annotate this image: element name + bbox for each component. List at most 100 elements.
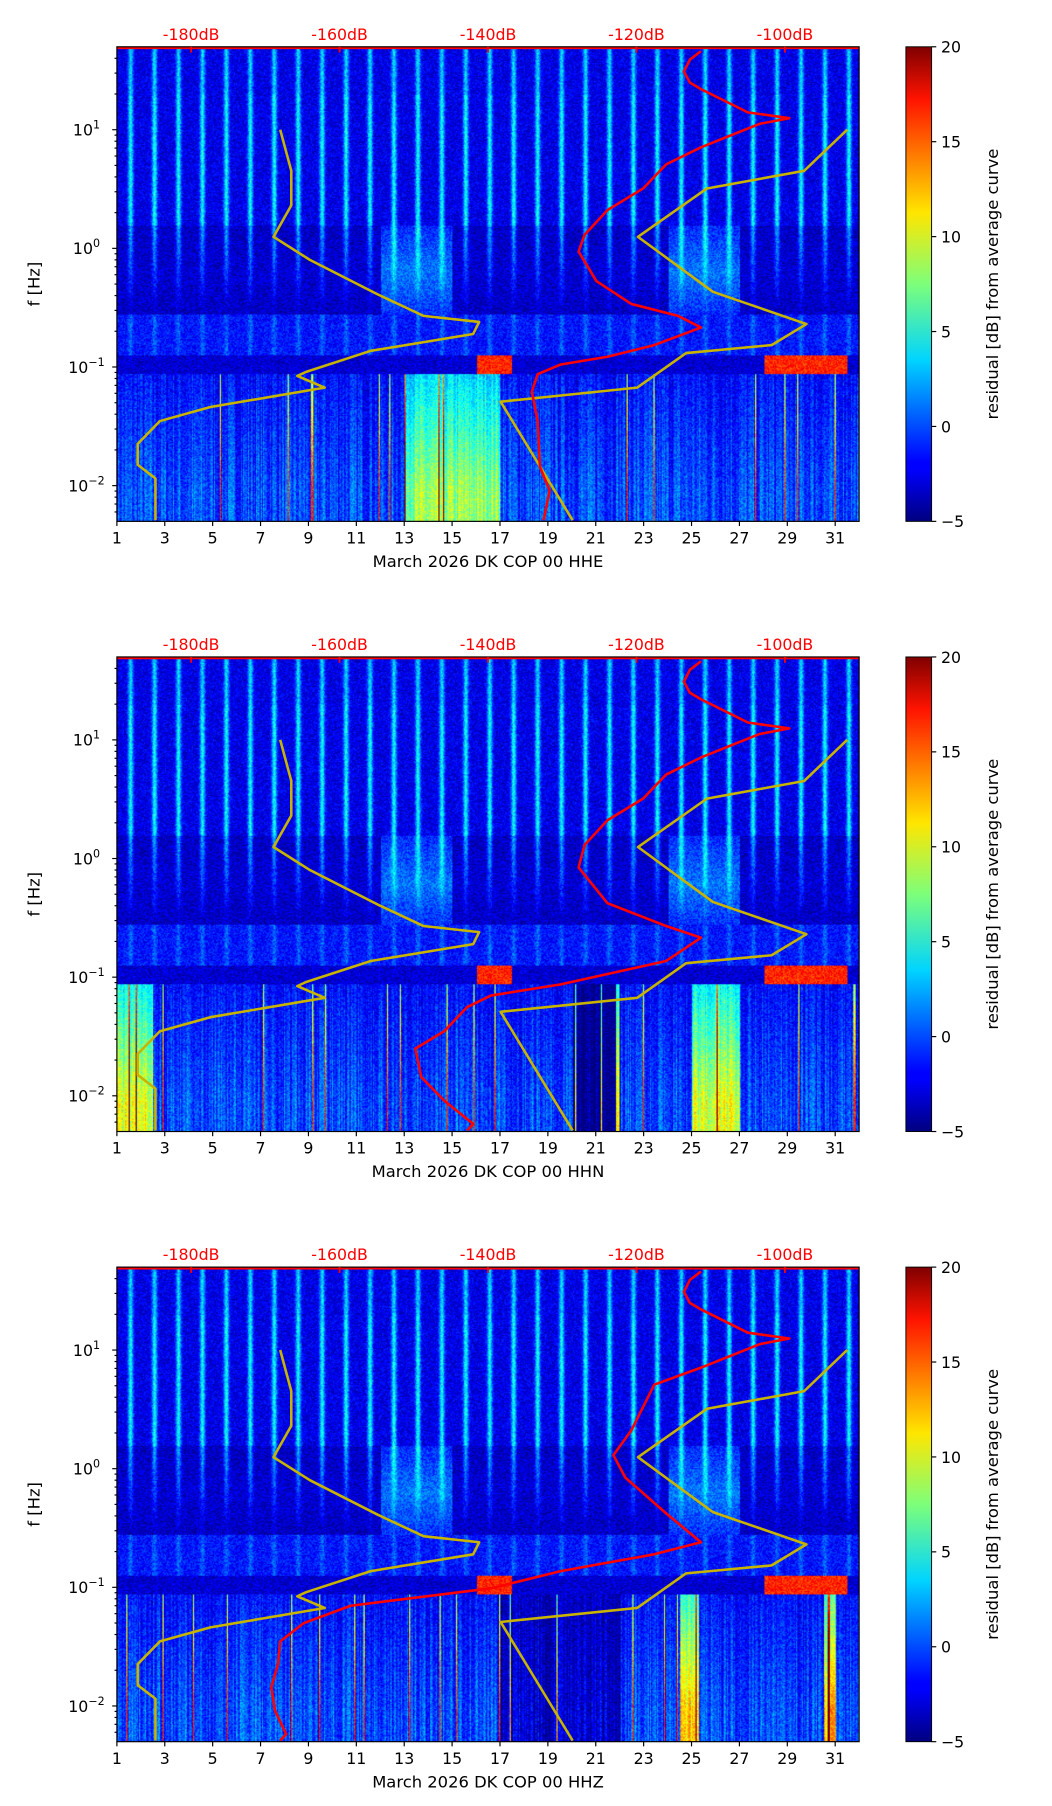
db-tick-label: -180dB: [163, 1245, 220, 1264]
median-psd-curve: [530, 50, 791, 521]
x-tick-label: 27: [729, 1749, 749, 1768]
y-tick-exponent: −2: [88, 1695, 104, 1708]
colorbar-tick-label: 20: [941, 1258, 961, 1277]
colorbar-tick-label: 5: [941, 933, 951, 952]
x-tick-label: 7: [256, 1749, 266, 1768]
colorbar-tick-label: 0: [941, 417, 951, 436]
y-tick-label: 101: [73, 729, 100, 750]
y-tick-label: 10−2: [68, 1085, 104, 1106]
high-noise-model-curve: [499, 128, 849, 521]
y-axis-label: f [Hz]: [25, 872, 44, 917]
y-tick-exponent: 0: [93, 1458, 100, 1471]
y-tick-base: 10: [68, 476, 88, 495]
y-axis-label: f [Hz]: [25, 1482, 44, 1527]
low-noise-model-curve: [136, 129, 481, 521]
x-tick-label: 3: [160, 1749, 170, 1768]
y-tick-base: 10: [68, 968, 88, 987]
y-tick-label: 10−2: [68, 474, 104, 495]
colorbar-tick-label: −5: [941, 1733, 964, 1752]
colorbar-tick-label: 10: [941, 838, 961, 857]
x-tick-label: 5: [208, 1139, 218, 1158]
x-tick-label: 23: [634, 1749, 654, 1768]
y-tick-label: 10−2: [68, 1695, 104, 1716]
y-tick-base: 10: [73, 731, 93, 750]
x-tick-label: 13: [394, 1139, 414, 1158]
x-tick-label: 5: [208, 1749, 218, 1768]
y-tick-label: 101: [73, 119, 100, 140]
x-tick-label: 17: [490, 1139, 510, 1158]
db-tick-label: -140dB: [460, 1245, 517, 1264]
y-tick-label: 10−1: [68, 356, 104, 377]
y-tick-label: 10−1: [68, 966, 104, 987]
x-tick-label: 21: [586, 1749, 606, 1768]
median-psd-curve: [414, 660, 791, 1132]
x-tick-label: 31: [825, 1749, 845, 1768]
colorbar-label: residual [dB] from average curve: [983, 759, 1002, 1030]
spectrogram-heatmap: [116, 656, 860, 1132]
y-tick-label: 100: [73, 237, 100, 258]
y-tick-base: 10: [68, 1087, 88, 1106]
colorbar-tick-label: 0: [941, 1027, 951, 1046]
x-tick-label: 17: [490, 529, 510, 548]
y-tick-exponent: −2: [88, 1085, 104, 1098]
x-tick-label: 1: [112, 529, 122, 548]
x-tick-label: 3: [160, 529, 170, 548]
db-tick-label: -120dB: [608, 635, 665, 654]
colorbar: [905, 1266, 933, 1743]
y-tick-exponent: 1: [93, 1339, 100, 1352]
x-tick-label: 13: [394, 529, 414, 548]
y-tick-exponent: −1: [88, 356, 104, 369]
y-tick-base: 10: [73, 849, 93, 868]
y-axis-label: f [Hz]: [25, 262, 44, 307]
low-noise-model-curve: [136, 739, 481, 1131]
colorbar-tick-label: 20: [941, 38, 961, 57]
y-tick-exponent: 0: [93, 847, 100, 860]
y-tick-base: 10: [68, 358, 88, 377]
x-tick-label: 31: [825, 529, 845, 548]
db-tick-label: -160dB: [311, 635, 368, 654]
x-tick-label: 29: [777, 529, 797, 548]
high-noise-model-curve: [499, 1349, 849, 1742]
x-tick-label: 7: [256, 529, 266, 548]
db-tick-label: -100dB: [757, 25, 814, 44]
x-tick-label: 9: [303, 1749, 313, 1768]
y-tick-exponent: −2: [88, 474, 104, 487]
db-tick-label: -160dB: [311, 25, 368, 44]
y-tick-exponent: 1: [93, 729, 100, 742]
colorbar-label: residual [dB] from average curve: [983, 1369, 1002, 1640]
colorbar-tick-label: 5: [941, 1543, 951, 1562]
x-tick-label: 13: [394, 1749, 414, 1768]
x-tick-label: 29: [777, 1139, 797, 1158]
spectrogram-heatmap: [116, 46, 860, 522]
spectrogram-heatmap: [116, 1267, 860, 1742]
y-tick-base: 10: [73, 239, 93, 258]
db-tick-label: -120dB: [608, 25, 665, 44]
x-tick-label: 11: [346, 529, 366, 548]
y-tick-exponent: −1: [88, 966, 104, 979]
x-axis-label: March 2026 DK COP 00 HHZ: [372, 1772, 604, 1791]
x-tick-label: 25: [681, 1749, 701, 1768]
colorbar-tick-label: 15: [941, 133, 961, 152]
x-tick-label: 9: [303, 529, 313, 548]
y-tick-base: 10: [73, 1341, 93, 1360]
x-tick-label: 11: [346, 1749, 366, 1768]
colorbar-label: residual [dB] from average curve: [983, 149, 1002, 420]
x-tick-label: 23: [634, 1139, 654, 1158]
x-tick-label: 3: [160, 1139, 170, 1158]
x-tick-label: 15: [442, 1749, 462, 1768]
colorbar: [905, 656, 933, 1132]
y-tick-label: 100: [73, 1458, 100, 1479]
colorbar: [905, 46, 933, 522]
colorbar-tick-label: 10: [941, 1448, 961, 1467]
db-tick-label: -140dB: [460, 25, 517, 44]
low-noise-model-curve: [136, 1349, 481, 1741]
x-tick-label: 5: [208, 529, 218, 548]
db-tick-label: -180dB: [163, 635, 220, 654]
y-tick-label: 101: [73, 1339, 100, 1360]
db-tick-label: -100dB: [757, 1245, 814, 1264]
x-tick-label: 1: [112, 1749, 122, 1768]
